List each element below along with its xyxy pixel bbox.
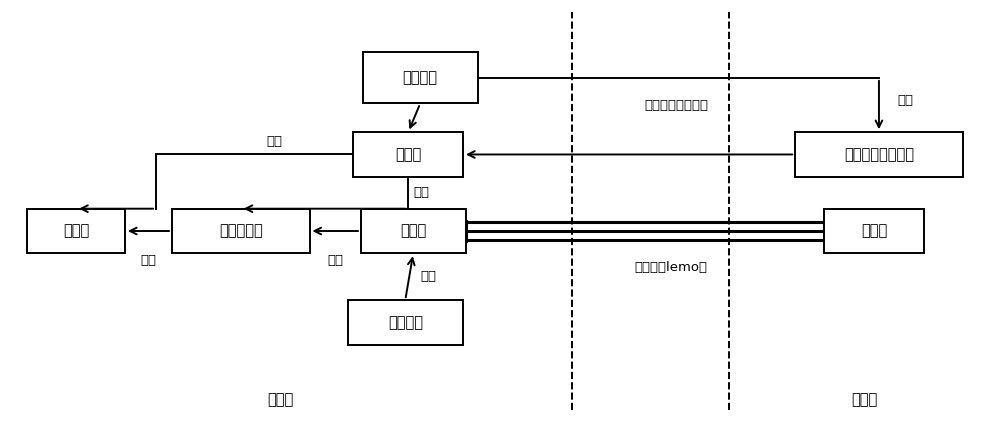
Text: 辐照间: 辐照间 [851, 392, 877, 407]
Text: 触发: 触发 [413, 186, 429, 199]
Bar [348, 300, 463, 345]
Text: 控制: 控制 [140, 254, 156, 267]
Bar [363, 52, 478, 104]
Text: 示波器: 示波器 [395, 147, 421, 162]
Bar [795, 132, 963, 177]
Text: 低压电源: 低压电源 [388, 315, 423, 330]
Bar [27, 209, 125, 253]
Bar [172, 209, 310, 253]
Text: 采集: 采集 [327, 254, 343, 267]
Text: 金刚石中子探测器: 金刚石中子探测器 [844, 147, 914, 162]
Bar [824, 209, 924, 253]
Text: 控制: 控制 [267, 135, 283, 148]
Text: 测试间: 测试间 [267, 392, 294, 407]
Text: 计算机: 计算机 [63, 223, 89, 238]
Text: 传输线（同轴线）: 传输线（同轴线） [645, 99, 709, 112]
Bar [353, 132, 463, 177]
Text: 辐照板: 辐照板 [861, 223, 887, 238]
Text: 偏压: 偏压 [420, 270, 436, 283]
Text: 传输线（lemo）: 传输线（lemo） [635, 261, 708, 273]
Text: 偏压: 偏压 [897, 94, 913, 107]
Text: 数据采集卡: 数据采集卡 [219, 223, 263, 238]
Text: 高压电源: 高压电源 [403, 71, 438, 86]
Text: 测试板: 测试板 [400, 223, 426, 238]
Bar [361, 209, 466, 253]
